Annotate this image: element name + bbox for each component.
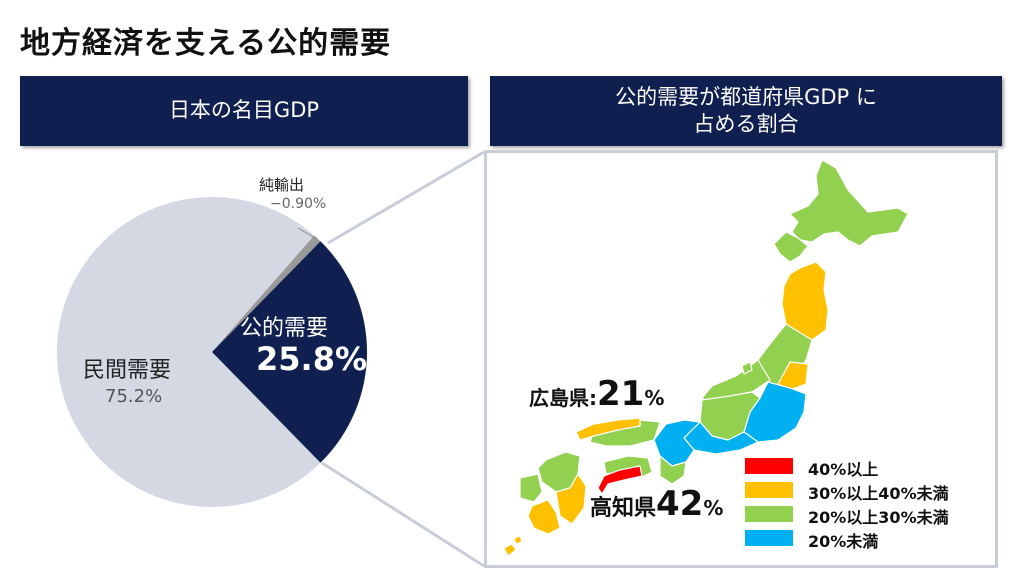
hokkaido-southwest [773,231,809,263]
ratio-header-line1: 公的需要が都道府県GDP に [615,84,877,109]
kyushu-west-region [519,473,543,503]
pie-slice-net-exports [212,235,321,352]
legend-swatch-under20 [745,530,793,546]
net-exports-value: −0.90% [270,196,327,212]
southern-islands [503,535,523,557]
page-title: 地方経済を支える公的需要 [20,26,392,61]
kochi-region [597,465,643,495]
gdp-header-banner: 日本の名目GDP [20,76,468,146]
net-exports-leader-line [297,227,318,240]
connector-line-top [327,150,485,245]
private-demand-value: 75.2% [105,386,163,407]
legend-label-40plus: 40%以上 [808,460,879,479]
net-exports-label: 純輸出 [259,176,305,194]
hiroshima-value: 21 [597,374,645,414]
kinki-south-region [659,455,687,485]
kochi-callout: 高知県42% [590,484,723,524]
hiroshima-unit: % [644,386,665,410]
kinki-region [653,419,701,467]
kochi-unit: % [703,496,724,520]
kyushu-south-region [527,499,561,535]
hiroshima-label: 広島県 [529,386,589,410]
legend-swatch-30to40 [745,482,793,498]
kochi-label: 高知県 [590,496,657,521]
legend-swatch-40plus [745,458,793,474]
hiroshima-callout: 広島県:21% [529,374,664,414]
sado-island [741,361,753,375]
gdp-header-text: 日本の名目GDP [168,98,320,123]
private-demand-label: 民間需要 [83,358,172,383]
legend-label-30to40: 30%以上40%未満 [808,484,949,503]
pie-slice-public-demand [212,241,368,463]
legend-swatch-20to30 [745,506,793,522]
sanin-region [575,417,641,441]
legend-label-under20: 20%未満 [808,532,879,551]
hiroshima-separator: : [589,386,597,410]
connector-line-bottom [321,461,485,568]
map-legend [745,458,793,546]
ratio-header-banner: 公的需要が都道府県GDP に 占める割合 [490,76,1002,146]
fukushima-region [777,361,809,391]
kochi-value: 42 [656,484,704,524]
japan-map [503,159,909,557]
public-demand-label: 公的需要 [240,316,329,341]
kyushu-east-region [555,473,587,525]
legend-label-20to30: 20%以上30%未満 [808,508,949,527]
pie-slice-private-demand [56,197,321,508]
public-demand-value: 25.8% [256,340,368,378]
hokkaido-region [789,159,909,247]
ratio-header-line2: 占める割合 [693,112,799,136]
